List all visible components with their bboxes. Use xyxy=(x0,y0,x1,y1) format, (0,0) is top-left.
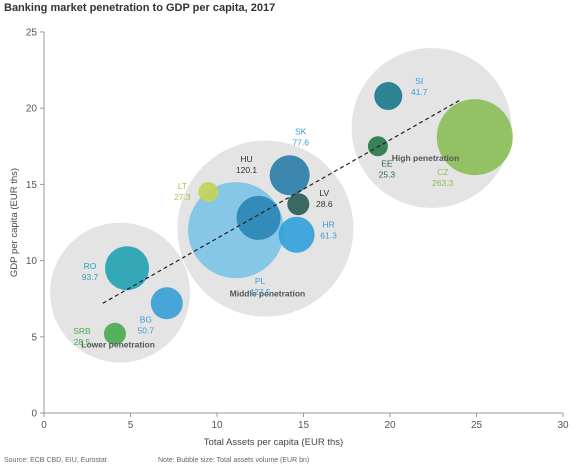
bubble-label-value: 263.3 xyxy=(432,178,454,188)
trend-layer xyxy=(102,100,460,304)
bubble-label-code: SI xyxy=(415,76,423,86)
x-tick-label: 0 xyxy=(41,420,47,431)
bubble-si xyxy=(374,82,403,111)
bubble-label-value: 61.3 xyxy=(320,231,337,241)
group-layer xyxy=(50,48,512,363)
x-tick-label: 30 xyxy=(557,420,569,431)
bubble-hu xyxy=(236,195,281,240)
bubble-size-note: Note: Bubble size: Total assets volume (… xyxy=(158,457,310,464)
x-axis-label: Total Assets per capita (EUR ths) xyxy=(204,437,343,448)
group-label: High penetration xyxy=(392,153,460,163)
bubble-cz xyxy=(436,99,513,176)
bubble-label-value: 120.1 xyxy=(236,165,258,175)
y-tick-label: 15 xyxy=(26,180,38,191)
y-axis-label: GDP per capita (EUR ths) xyxy=(9,168,20,277)
y-tick-label: 0 xyxy=(31,409,37,420)
y-tick-label: 5 xyxy=(31,332,37,343)
trendline xyxy=(102,100,460,304)
bubble-hr xyxy=(278,216,315,253)
bubble-label-code: LV xyxy=(319,188,329,198)
group-circle xyxy=(50,222,191,363)
bubble-layer xyxy=(103,82,513,345)
bubble-label-value: 28.6 xyxy=(316,199,333,209)
bubble-label-code: HU xyxy=(240,154,252,164)
x-tick-label: 25 xyxy=(471,420,483,431)
bubble-label-value: 77.6 xyxy=(292,137,309,147)
bubble-label-code: BG xyxy=(140,314,152,324)
y-tick-label: 20 xyxy=(26,104,38,115)
bubble-label-code: SK xyxy=(295,126,307,136)
y-tick-label: 10 xyxy=(26,256,38,267)
bubble-ro xyxy=(105,246,150,291)
bubble-label-value: 25.3 xyxy=(379,169,396,179)
x-tick-label: 5 xyxy=(128,420,134,431)
x-tick-label: 15 xyxy=(298,420,310,431)
bubble-lv xyxy=(287,193,310,216)
bubble-label-value: 427.5 xyxy=(249,287,271,297)
bubble-label-code: PL xyxy=(255,276,266,286)
y-tick-label: 25 xyxy=(26,28,38,39)
bubble-label-code: EE xyxy=(381,158,393,168)
bubble-label-code: SRB xyxy=(73,326,91,336)
x-tick-label: 20 xyxy=(384,420,396,431)
bubble-srb xyxy=(103,322,126,345)
group-label: Lower penetration xyxy=(81,340,155,350)
bubble-label-value: 41.7 xyxy=(411,87,428,97)
bubble-label-value: 27.3 xyxy=(174,192,191,202)
x-tick-label: 10 xyxy=(211,420,223,431)
chart-title: Banking market penetration to GDP per ca… xyxy=(4,2,276,14)
bubble-label-code: CZ xyxy=(437,167,448,177)
bubble-label-value: 28.5 xyxy=(74,337,91,347)
bubble-label-value: 93.7 xyxy=(82,272,99,282)
axis-layer: 0 5 10 15 20 25 30 0 5 10 15 20 25 Total Assets per c… xyxy=(9,28,569,449)
bubble-lt xyxy=(198,182,219,203)
bubble-label-code: LT xyxy=(178,181,187,191)
bubble-label-code: HR xyxy=(322,220,334,230)
bubble-label-code: RO xyxy=(84,261,97,271)
bubble-bg xyxy=(150,287,183,320)
bubble-sk xyxy=(269,155,310,196)
group-label: Middle penetration xyxy=(230,289,306,299)
label-layer: Lower penetration Middle penetration High … xyxy=(73,76,459,350)
source-note: Source: ECB CBD, EIU, Eurostat xyxy=(4,457,107,464)
bubble-label-value: 50.7 xyxy=(138,325,155,335)
